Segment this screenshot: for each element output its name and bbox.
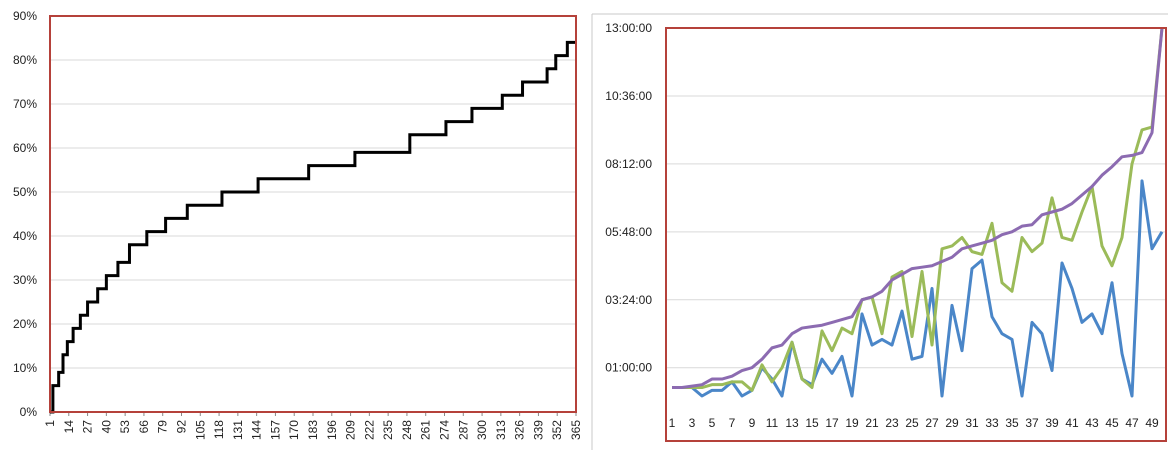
x-tick-label: 3 <box>689 416 696 430</box>
x-tick-label: 40 <box>99 420 113 434</box>
x-tick-label: 131 <box>231 420 245 440</box>
series-line-0 <box>50 40 576 414</box>
x-tick-label: 92 <box>175 420 189 434</box>
x-tick-label: 41 <box>1065 416 1079 430</box>
y-tick-label: 03:24:00 <box>605 293 652 307</box>
y-tick-label: 13:00:00 <box>605 21 652 35</box>
y-tick-label: 70% <box>13 97 37 111</box>
y-tick-label: 50% <box>13 185 37 199</box>
x-tick-label: 157 <box>268 420 282 440</box>
x-tick-label: 339 <box>531 420 545 440</box>
x-tick-label: 23 <box>885 416 899 430</box>
plot-border <box>49 15 577 413</box>
y-tick-label: 10:36:00 <box>605 89 652 103</box>
y-tick-label: 08:12:00 <box>605 157 652 171</box>
x-tick-label: 17 <box>825 416 839 430</box>
cumulative-percentage-chart: 0% 10% 20% 30% 40% 50% 60% 70% 80% 90% 1 14 27 40 53 66… <box>13 9 583 440</box>
x-tick-label: 183 <box>306 420 320 440</box>
x-tick-label: 144 <box>250 420 264 440</box>
y-tick-label: 01:00:00 <box>605 361 652 375</box>
x-tick-label: 27 <box>925 416 939 430</box>
x-tick-label: 15 <box>805 416 819 430</box>
y-tick-label: 60% <box>13 141 37 155</box>
x-tick-label: 1 <box>669 416 676 430</box>
y-tick-label: 90% <box>13 9 37 23</box>
x-tick-label: 222 <box>362 420 376 440</box>
y-tick-label: 80% <box>13 53 37 67</box>
x-tick-label: 31 <box>965 416 979 430</box>
x-tick-label: 25 <box>905 416 919 430</box>
x-tick-label: 35 <box>1005 416 1019 430</box>
x-tick-label: 313 <box>494 420 508 440</box>
x-tick-label: 248 <box>400 420 414 440</box>
x-tick-label: 196 <box>325 420 339 440</box>
y-tick-label: 10% <box>13 361 37 375</box>
x-tick-label: 66 <box>137 420 151 434</box>
series-line-2 <box>672 27 1164 390</box>
x-tick-label: 43 <box>1085 416 1099 430</box>
y-tick-label: 30% <box>13 273 37 287</box>
series-line-1 <box>672 27 1164 392</box>
x-tick-label: 235 <box>381 420 395 440</box>
x-tick-label: 14 <box>62 420 76 434</box>
y-tick-label: 05:48:00 <box>605 225 652 239</box>
x-tick-label: 105 <box>193 420 207 440</box>
x-tick-label: 170 <box>287 420 301 440</box>
plot-border <box>665 27 1167 442</box>
x-tick-label: 326 <box>513 420 527 440</box>
x-tick-label: 352 <box>550 420 564 440</box>
x-tick-label: 5 <box>709 416 716 430</box>
y-tick-label: 40% <box>13 229 37 243</box>
x-tick-label: 19 <box>845 416 859 430</box>
x-tick-label: 45 <box>1105 416 1119 430</box>
x-tick-label: 261 <box>419 420 433 440</box>
x-tick-label: 287 <box>456 420 470 440</box>
x-tick-label: 49 <box>1145 416 1159 430</box>
x-tick-label: 7 <box>729 416 736 430</box>
y-tick-label: 20% <box>13 317 37 331</box>
x-tick-label: 1 <box>43 420 57 427</box>
y-tick-label: 0% <box>20 405 38 419</box>
x-tick-label: 9 <box>749 416 756 430</box>
x-tick-label: 53 <box>118 420 132 434</box>
x-tick-label: 118 <box>212 420 226 439</box>
duration-lines-chart: 01:00:00 03:24:00 05:48:00 08:12:00 10:36:00… <box>605 21 1167 442</box>
x-tick-label: 47 <box>1125 416 1139 430</box>
x-tick-label: 33 <box>985 416 999 430</box>
x-tick-label: 27 <box>81 420 95 434</box>
x-tick-label: 37 <box>1025 416 1039 430</box>
series-line-0 <box>672 179 1164 398</box>
x-tick-label: 274 <box>438 420 452 440</box>
x-tick-label: 13 <box>785 416 799 430</box>
x-tick-label: 29 <box>945 416 959 430</box>
x-tick-label: 300 <box>475 420 489 440</box>
x-tick-label: 209 <box>344 420 358 440</box>
x-tick-label: 365 <box>569 420 583 440</box>
x-tick-label: 79 <box>156 420 170 434</box>
x-tick-label: 11 <box>766 416 779 430</box>
x-tick-label: 39 <box>1045 416 1059 430</box>
x-tick-label: 21 <box>865 416 879 430</box>
